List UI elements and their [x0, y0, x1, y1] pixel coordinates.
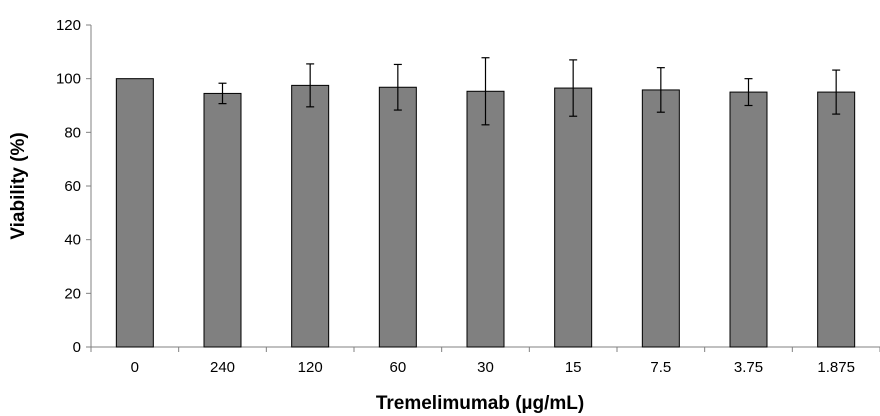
x-axis: 0 240 120 60 30 15 7.5 3.75 1.875 [90, 346, 880, 376]
x-axis-title: Tremelimumab (µg/mL) [376, 393, 584, 414]
error-bar-30 [481, 57, 490, 126]
y-tick-label: 80 [64, 124, 81, 141]
x-tick-label: 3.75 [734, 359, 763, 376]
bar-30 [466, 90, 505, 348]
error-bar-60 [393, 63, 402, 111]
error-bar-15 [569, 59, 578, 117]
x-tick-label: 7.5 [650, 359, 671, 376]
x-tick-label: 60 [389, 359, 406, 376]
error-bar-1.875 [832, 69, 841, 115]
bar-240 [203, 92, 242, 348]
error-bar-7.5 [656, 67, 665, 113]
bar-15 [554, 87, 593, 348]
y-tick-label: 60 [64, 178, 81, 195]
x-tick-label: 120 [298, 359, 323, 376]
y-tick-label: 0 [73, 339, 81, 356]
y-tick-label: 20 [64, 285, 81, 302]
bar-7.5 [641, 89, 680, 348]
y-tick-label: 120 [56, 17, 81, 34]
bar-1.875 [817, 91, 856, 348]
error-bar-120 [306, 63, 315, 108]
x-tick-label: 1.875 [817, 359, 855, 376]
error-bar-3.75 [744, 78, 753, 107]
bar-60 [378, 86, 417, 348]
y-axis-title: Viability (%) [8, 132, 29, 239]
bar-3.75 [729, 91, 768, 348]
bar-120 [291, 84, 330, 348]
bar-0 [115, 78, 154, 348]
y-axis: 0 20 40 60 80 100 120 [56, 17, 92, 356]
y-tick-label: 100 [56, 71, 81, 88]
error-bars [218, 57, 841, 126]
x-tick-label: 15 [565, 359, 582, 376]
x-tick-label: 240 [210, 359, 235, 376]
x-tick-label: 30 [477, 359, 494, 376]
x-tick-label: 0 [131, 359, 139, 376]
bars [115, 78, 856, 348]
error-bar-240 [218, 82, 227, 105]
y-tick-label: 40 [64, 232, 81, 249]
